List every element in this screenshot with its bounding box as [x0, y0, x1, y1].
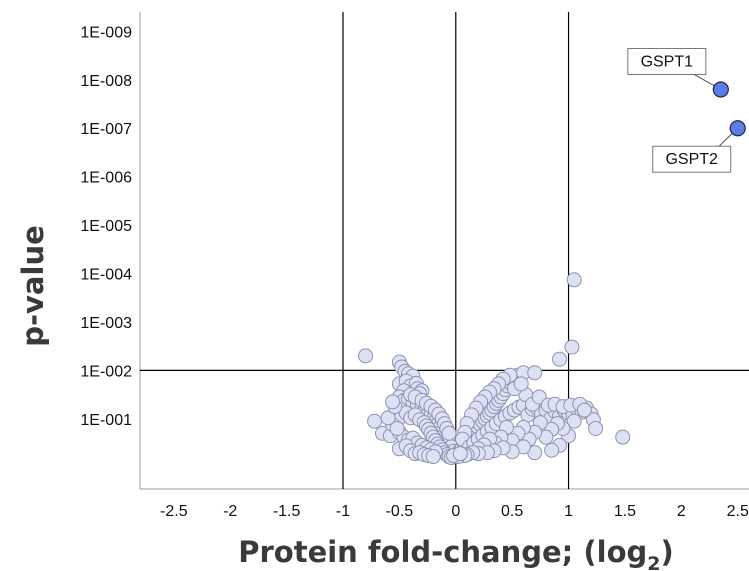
x-tick-label: -2: [223, 503, 237, 520]
data-point: [588, 420, 604, 436]
y-tick-label: 1E-008: [80, 73, 132, 90]
y-tick-labels: 1E-001 1E-002 1E-003 1E-004 1E-005 1E-006 1E-0…: [80, 24, 132, 428]
data-point: [389, 420, 405, 436]
x-tick-label: 0.5: [501, 503, 523, 520]
y-tick-label: 1E-004: [80, 267, 132, 284]
highlighted-point: [712, 81, 729, 98]
x-tick-label: 0: [451, 503, 460, 520]
x-tick-label: -1.5: [273, 503, 301, 520]
x-tick-label: 2.5: [727, 503, 749, 520]
x-axis-title: Protein fold-change; (log2): [238, 535, 674, 571]
data-point: [566, 272, 582, 288]
y-tick-label: 1E-007: [80, 121, 132, 138]
data-point: [441, 425, 457, 441]
x-tick-label: -0.5: [386, 503, 414, 520]
data-point: [527, 365, 543, 381]
x-tick-label: 1.5: [614, 503, 636, 520]
callout-box: [652, 145, 732, 173]
data-point: [564, 339, 580, 355]
y-tick-label: 1E-006: [80, 170, 132, 187]
data-point: [513, 376, 529, 392]
y-axis-title: p-value: [16, 225, 50, 347]
data-point: [615, 429, 631, 445]
y-tick-label: 1E-002: [80, 363, 132, 380]
plot-area: [139, 12, 749, 490]
callout-label: GSPT1: [641, 53, 694, 70]
y-tick-label: 1E-009: [80, 24, 132, 41]
data-point: [552, 351, 568, 367]
highlighted-points: GSPT1 GSPT2: [627, 47, 746, 173]
x-axis-title-subscript: 2: [647, 553, 660, 571]
data-points: [358, 272, 631, 466]
x-tick-labels: -2.5 -2 -1.5 -1 -0.5 0 0.5 1 1.5 2 2.5: [160, 503, 749, 520]
callout-label: GSPT2: [665, 151, 718, 168]
callout-box: [627, 47, 707, 75]
x-tick-label: -1: [336, 503, 350, 520]
x-tick-label: -2.5: [160, 503, 188, 520]
data-point: [358, 348, 374, 364]
data-point: [380, 410, 396, 426]
reference-lines: [140, 12, 749, 489]
data-point: [544, 442, 560, 458]
data-point: [576, 402, 592, 418]
y-tick-label: 1E-001: [80, 412, 132, 429]
x-tick-label: 2: [677, 503, 686, 520]
x-axis-title-close: ): [661, 535, 674, 569]
y-tick-label: 1E-003: [80, 315, 132, 332]
data-point: [452, 446, 468, 462]
highlighted-point: [729, 120, 746, 137]
x-tick-label: 1: [564, 503, 573, 520]
data-point: [566, 413, 582, 429]
y-tick-label: 1E-005: [80, 218, 132, 235]
data-point: [425, 449, 441, 465]
data-point: [367, 413, 383, 429]
data-point: [385, 394, 401, 410]
